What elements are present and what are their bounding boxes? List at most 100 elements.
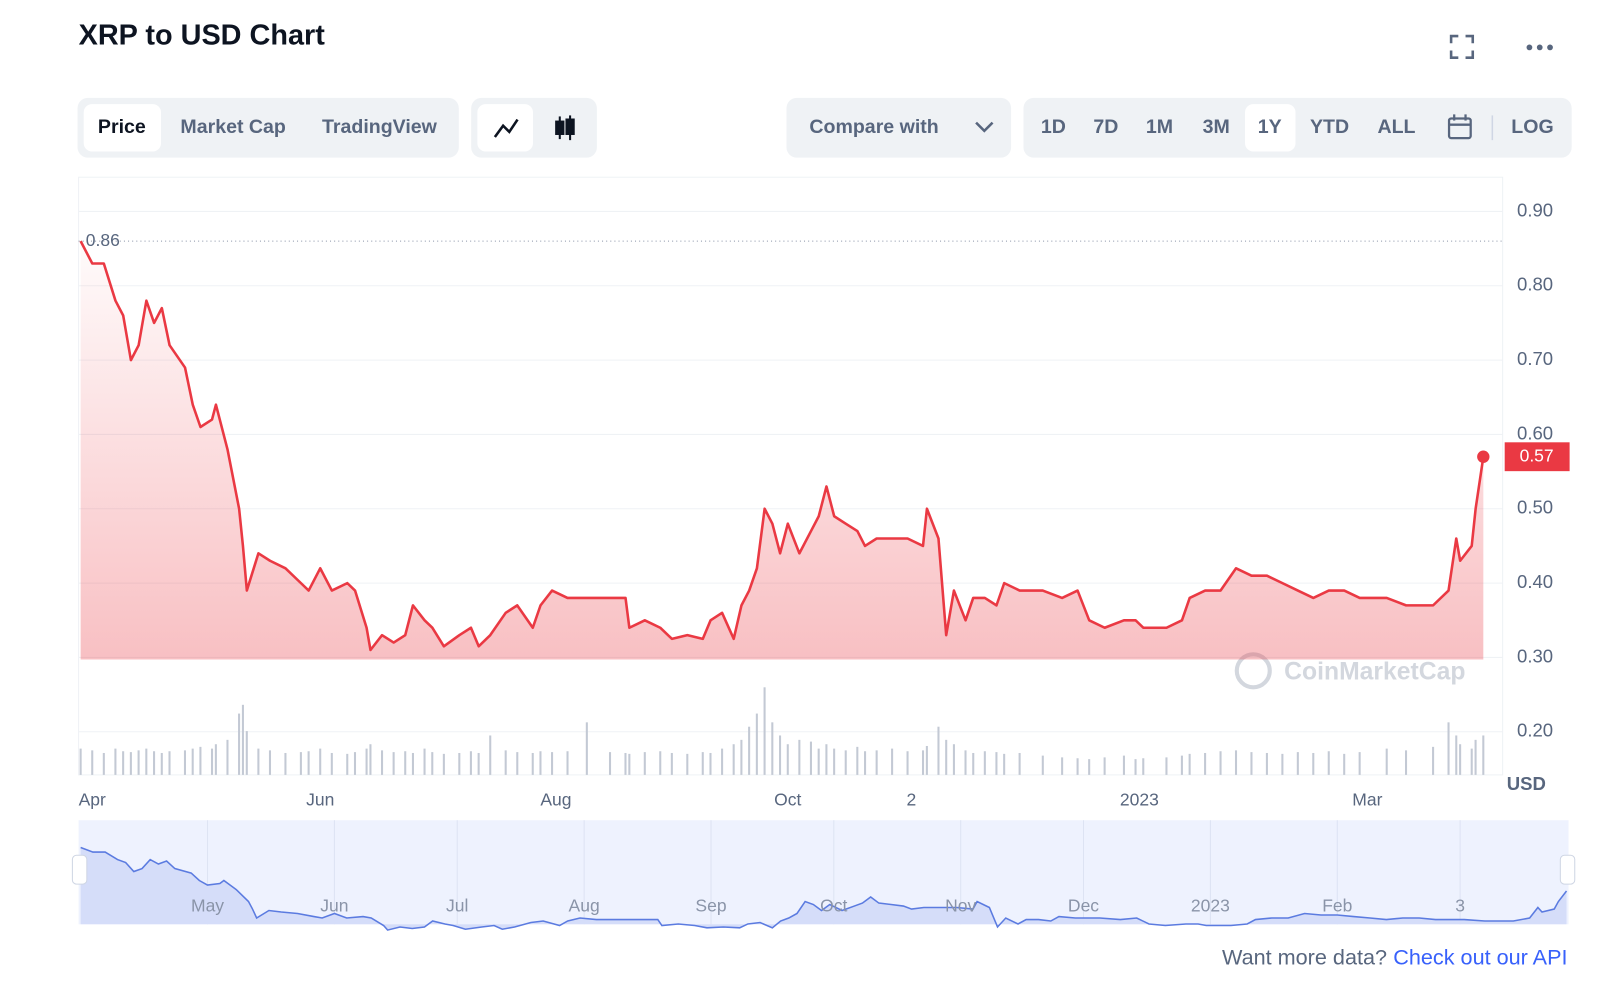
- navigator-label: Dec: [1068, 895, 1099, 915]
- volume-bar: [972, 752, 975, 775]
- volume-bar: [995, 752, 998, 775]
- volume-bar: [566, 751, 569, 775]
- navigator-handle-right[interactable]: [1559, 854, 1576, 885]
- volume-bar: [585, 722, 588, 775]
- volume-bar: [346, 753, 349, 775]
- volume-bar: [748, 726, 751, 775]
- footer-text: Want more data?: [1222, 944, 1387, 969]
- navigator-label: 3: [1455, 895, 1465, 915]
- volume-bar: [79, 748, 82, 775]
- volume-bar: [469, 751, 472, 775]
- range-button[interactable]: YTD: [1310, 116, 1349, 138]
- volume-bar: [423, 748, 426, 775]
- volume-bar: [257, 748, 260, 775]
- x-tick-label: Apr: [79, 789, 106, 809]
- range-button[interactable]: 3M: [1203, 116, 1230, 138]
- volume-bar: [1165, 757, 1168, 775]
- volume-bar: [817, 748, 820, 775]
- volume-bar: [1061, 757, 1064, 775]
- volume-bar: [1122, 755, 1125, 775]
- volume-bar: [755, 713, 758, 775]
- volume-bar: [937, 726, 940, 775]
- volume-bar: [1482, 735, 1485, 775]
- volume-bar: [983, 751, 986, 775]
- navigator-handle-left[interactable]: [71, 854, 88, 885]
- chart-title: XRP to USD Chart: [79, 20, 326, 52]
- volume-bar: [833, 748, 836, 775]
- volume-bar: [1327, 751, 1330, 775]
- tab-selected: [83, 104, 162, 152]
- range-button[interactable]: 1Y: [1258, 116, 1282, 138]
- y-tick-label: 0.30: [1517, 645, 1553, 666]
- volume-bar: [516, 752, 519, 775]
- navigator-label: 2023: [1191, 895, 1230, 915]
- volume-bar: [1204, 752, 1207, 775]
- volume-bar: [183, 750, 186, 775]
- volume-bar: [539, 751, 542, 775]
- range-group: [1023, 97, 1572, 158]
- volume-bar: [1076, 758, 1079, 775]
- volume-bar: [330, 752, 333, 775]
- range-button[interactable]: ALL: [1377, 116, 1415, 138]
- range-button[interactable]: 1D: [1041, 116, 1066, 138]
- x-tick-label: 2: [907, 789, 917, 809]
- y-tick-label: 0.80: [1517, 274, 1553, 295]
- volume-bar: [891, 748, 894, 775]
- more-button[interactable]: [1526, 44, 1553, 51]
- volume-bar: [137, 750, 140, 775]
- volume-bar: [1134, 759, 1137, 775]
- volume-bar: [798, 739, 801, 775]
- volume-bar: [659, 751, 662, 775]
- current-label: 0.57: [1520, 445, 1554, 465]
- navigator-bg: [78, 820, 1569, 925]
- tab[interactable]: Price: [98, 116, 146, 138]
- navigator-label: Oct: [820, 895, 847, 915]
- log-button[interactable]: LOG: [1511, 116, 1553, 138]
- plot-frame: [78, 176, 1504, 776]
- volume-bar: [1343, 753, 1346, 775]
- range-button[interactable]: 1M: [1146, 116, 1173, 138]
- navigator-label: Sep: [695, 895, 726, 915]
- tab[interactable]: TradingView: [322, 116, 438, 138]
- volume-bar: [921, 750, 925, 775]
- navigator-label: Nov: [945, 895, 976, 915]
- volume-bar: [122, 751, 125, 775]
- volume-bar: [1142, 758, 1145, 775]
- volume-bar: [1281, 753, 1284, 775]
- calendar-button[interactable]: [1447, 114, 1472, 140]
- candle-type-button[interactable]: [555, 115, 575, 141]
- volume-bar: [1250, 752, 1253, 775]
- x-tick-label: Jun: [306, 789, 334, 809]
- volume-bar: [1432, 746, 1435, 775]
- y-tick-label: 0.90: [1517, 199, 1553, 220]
- volume-bar: [740, 739, 743, 775]
- volume-bar: [925, 745, 928, 775]
- volume-bar: [763, 687, 766, 775]
- volume-bar: [245, 731, 248, 775]
- volume-bar: [307, 751, 310, 775]
- volume-bar: [145, 748, 148, 775]
- volume-bar: [442, 753, 445, 775]
- volume-bar: [686, 753, 689, 775]
- volume-bar: [608, 752, 612, 775]
- range-button[interactable]: 7D: [1093, 116, 1118, 138]
- volume-bar: [319, 748, 322, 775]
- volume-bar: [365, 748, 368, 775]
- volume-bar: [1188, 753, 1191, 775]
- volume-bar: [864, 751, 867, 775]
- volume-bar: [102, 752, 105, 775]
- volume-bar: [1103, 757, 1106, 775]
- x-tick-label: 2023: [1120, 789, 1159, 809]
- volume-bar: [191, 748, 194, 775]
- volume-bar: [1088, 759, 1091, 775]
- fullscreen-button[interactable]: [1449, 34, 1475, 59]
- api-link[interactable]: Check out our API: [1393, 944, 1567, 969]
- volume-bar: [114, 748, 117, 775]
- x-tick-label: Mar: [1352, 789, 1382, 809]
- navigator-label: Jul: [446, 895, 468, 915]
- tab[interactable]: Market Cap: [180, 116, 286, 138]
- volume-bar: [1219, 751, 1222, 775]
- compare-dropdown[interactable]: [786, 97, 1012, 158]
